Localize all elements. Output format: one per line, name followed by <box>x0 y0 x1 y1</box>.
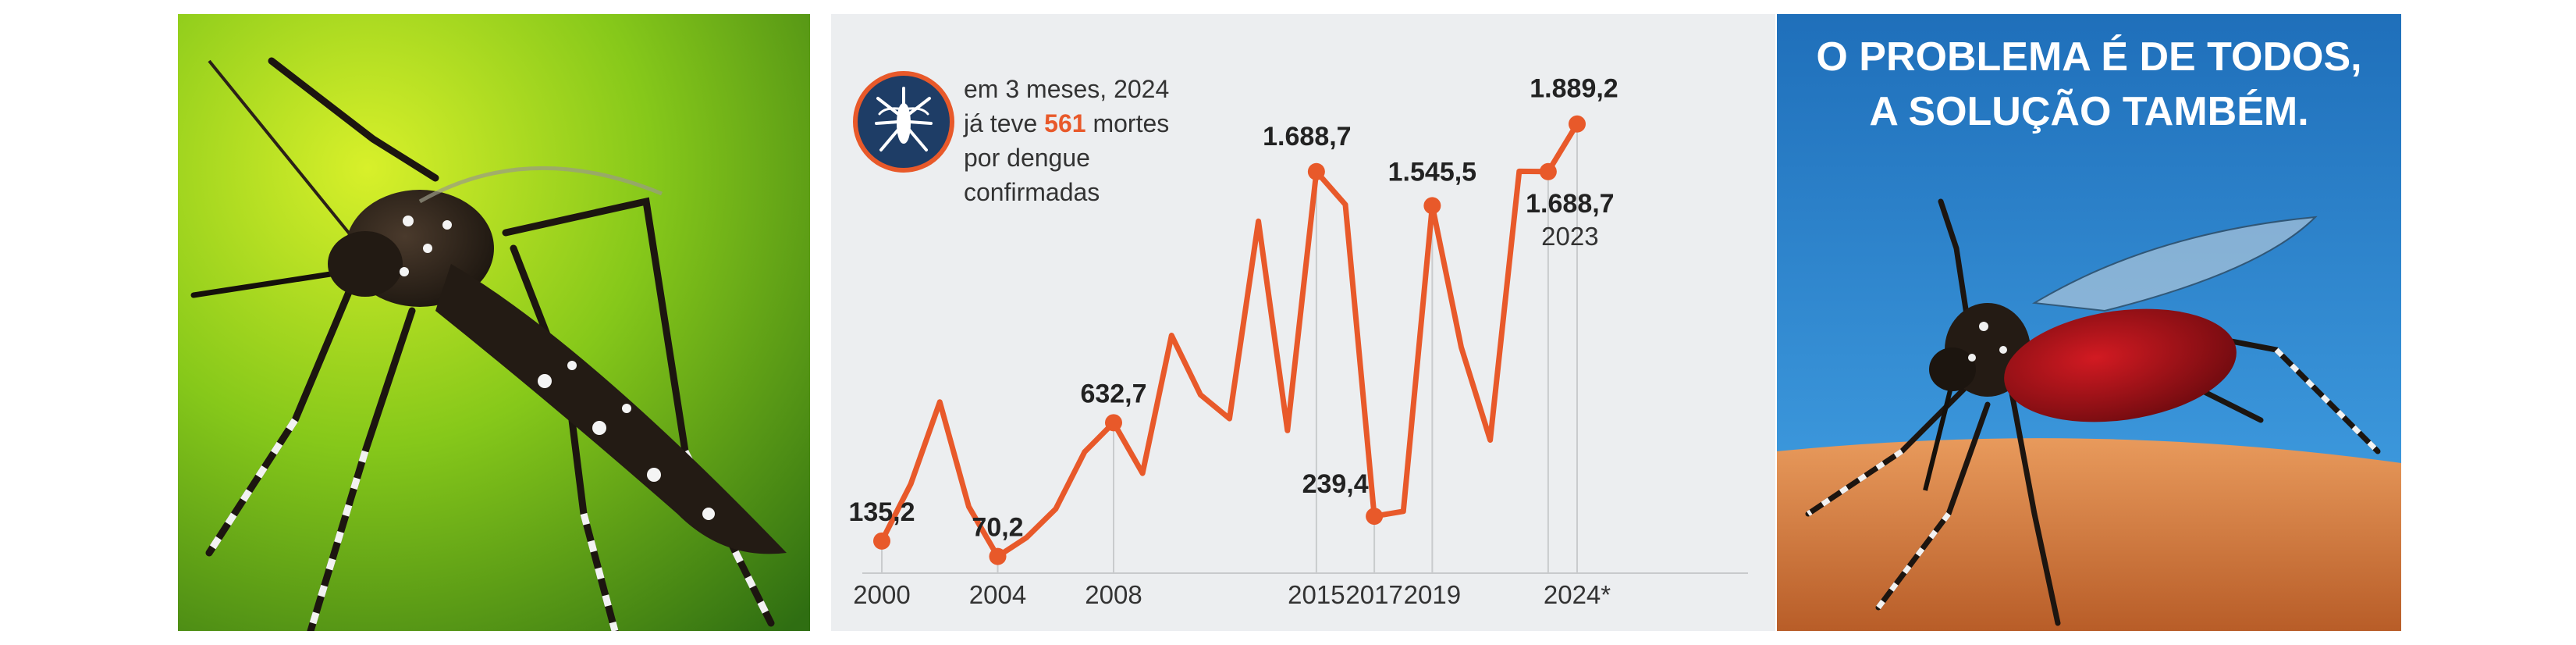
data-sublabel-2023: 2023 <box>1541 222 1598 251</box>
data-labels: 135,2 70,2 632,7 1.688,7 239,4 1.545,5 1.688,7… <box>848 74 1618 543</box>
data-point-2019 <box>1423 197 1441 215</box>
data-point-2024 <box>1569 115 1586 133</box>
data-point-2015 <box>1307 162 1325 180</box>
x-tick-label: 2008 <box>1085 580 1142 609</box>
slogan-line-1: O PROBLEMA É DE TODOS, <box>1816 34 2361 80</box>
data-label-2015: 1.688,7 <box>1263 122 1351 151</box>
mosquito-illustration-right: O PROBLEMA É DE TODOS, A SOLUÇÃO TAMBÉM. <box>1777 14 2401 631</box>
data-point-2023 <box>1539 162 1557 180</box>
line-chart: 2000 2004 2008 2015 2017 2019 2024* 135,2 70,2 6… <box>848 71 1748 609</box>
deaths-highlight: 561 <box>1044 109 1085 137</box>
data-point-2017 <box>1366 508 1384 526</box>
x-axis-ticks: 2000 2004 2008 2015 2017 2019 2024* <box>853 580 1611 609</box>
mosquito-illustration-left <box>178 14 810 631</box>
annotation-line-2: já teve 561 mortes <box>963 109 1169 137</box>
gridlines <box>881 123 1578 573</box>
x-tick-label: 2000 <box>853 580 910 609</box>
data-label-2000: 135,2 <box>848 497 915 527</box>
data-label-2023: 1.688,7 <box>1526 189 1614 219</box>
chart-panel: 2000 2004 2008 2015 2017 2019 2024* 135,2 70,2 6… <box>831 14 1775 631</box>
right-mosquito-photo: O PROBLEMA É DE TODOS, A SOLUÇÃO TAMBÉM. <box>1777 14 2401 631</box>
slogan-line-2: A SOLUÇÃO TAMBÉM. <box>1869 88 2308 134</box>
data-point-2000 <box>873 532 890 550</box>
data-label-2017: 239,4 <box>1302 469 1369 499</box>
annotation-line-1: em 3 meses, 2024 <box>964 75 1169 103</box>
data-markers <box>873 115 1586 565</box>
x-tick-label: 2019 <box>1404 580 1461 609</box>
annotation-block: em 3 meses, 2024 já teve 561 mortes por … <box>853 71 1169 206</box>
data-point-2004 <box>989 547 1007 565</box>
data-label-2019: 1.545,5 <box>1388 157 1476 187</box>
mosquito-icon <box>875 87 933 151</box>
annotation-line-3: por dengue <box>964 144 1090 172</box>
annotation-line-4: confirmadas <box>964 178 1100 206</box>
x-tick-label: 2017 <box>1345 580 1402 609</box>
x-tick-label: 2004 <box>969 580 1026 609</box>
data-label-2004: 70,2 <box>972 513 1023 543</box>
left-mosquito-photo <box>178 14 810 631</box>
data-label-2024: 1.889,2 <box>1530 74 1618 104</box>
data-point-2008 <box>1105 414 1122 432</box>
data-label-2008: 632,7 <box>1080 379 1146 408</box>
x-tick-label: 2015 <box>1288 580 1345 609</box>
x-tick-label: 2024* <box>1544 580 1611 609</box>
